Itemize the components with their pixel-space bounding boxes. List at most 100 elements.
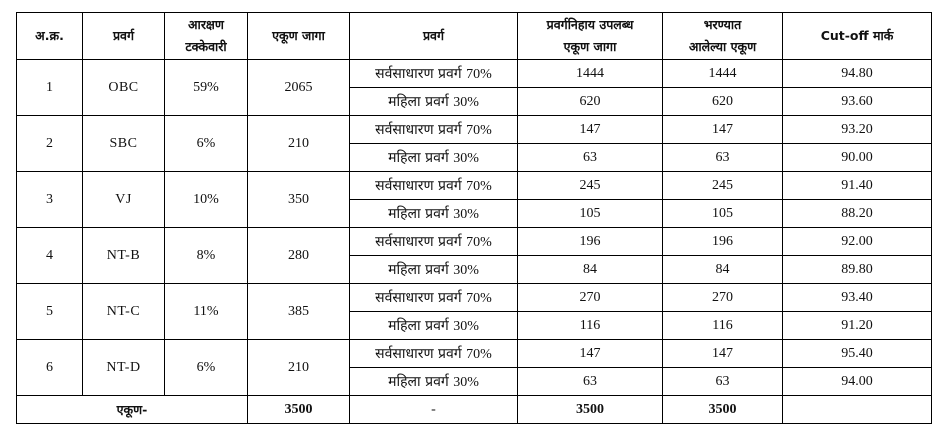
filled-cell: 147 <box>662 339 783 368</box>
sub-category-cell: महिला प्रवर्ग 30% <box>349 143 518 172</box>
filled-cell: 620 <box>662 87 783 116</box>
header-reservation: आरक्षण टक्केवारी <box>164 12 248 60</box>
cutoff-cell: 93.20 <box>782 115 932 144</box>
available-cell: 105 <box>517 199 663 228</box>
total-row: एकूण- 3500-3500 3500 <box>16 395 932 424</box>
available-cell: 1444 <box>517 59 663 88</box>
header-category: प्रवर्ग <box>82 12 165 60</box>
filled-cell: 270 <box>662 283 783 312</box>
category-cell: NT-C <box>82 283 165 340</box>
sub-category-cell: महिला प्रवर्ग 30% <box>349 367 518 396</box>
cutoff-cell: 92.00 <box>782 227 932 256</box>
filled-cell: 84 <box>662 255 783 284</box>
filled-cell: 63 <box>662 367 783 396</box>
total-available-sum: 3500 <box>517 395 663 424</box>
available-cell: 270 <box>517 283 663 312</box>
header-cutoff: Cut-off मार्क <box>782 12 932 60</box>
serial-cell: 1 <box>16 59 83 116</box>
header-total-seats: एकूण जागा <box>247 12 350 60</box>
header-row: अ.क्र. प्रवर्ग आरक्षण टक्केवारी एकूण जागा… <box>16 12 932 60</box>
table-row: महिला प्रवर्ग 30% 105 105 88.20 <box>17 199 932 228</box>
total-sub-category: - <box>349 395 518 424</box>
total-seats-cell: 210 <box>247 115 350 172</box>
total-seats-cell: 2065 <box>247 59 350 116</box>
filled-cell: 63 <box>662 143 783 172</box>
category-cell: OBC <box>82 59 165 116</box>
sub-category-cell: महिला प्रवर्ग 30% <box>349 255 518 284</box>
filled-cell: 196 <box>662 227 783 256</box>
header-sub-category: प्रवर्ग <box>349 12 518 60</box>
cutoff-results-table: अ.क्र. प्रवर्ग आरक्षण टक्केवारी एकूण जागा… <box>16 12 932 424</box>
available-cell: 147 <box>517 339 663 368</box>
total-seats-cell: 385 <box>247 283 350 340</box>
serial-cell: 6 <box>16 339 83 396</box>
filled-cell: 105 <box>662 199 783 228</box>
available-cell: 63 <box>517 143 663 172</box>
sub-category-cell: सर्वसाधारण प्रवर्ग 70% <box>349 171 518 200</box>
category-cell: NT-D <box>82 339 165 396</box>
total-seats-sum: 3500 <box>247 395 350 424</box>
serial-cell: 5 <box>16 283 83 340</box>
cutoff-cell: 91.20 <box>782 311 932 340</box>
cutoff-cell: 94.80 <box>782 59 932 88</box>
available-cell: 245 <box>517 171 663 200</box>
table-row: 6 NT-D 6% 210 सर्वसाधारण प्रवर्ग 70% 147 147 95… <box>16 339 932 396</box>
cutoff-cell: 93.40 <box>782 283 932 312</box>
category-cell: NT-B <box>82 227 165 284</box>
cutoff-cell: 89.80 <box>782 255 932 284</box>
total-seats-cell: 280 <box>247 227 350 284</box>
table-row: 4 NT-B 8% 280 सर्वसाधारण प्रवर्ग 70% 196 196 92… <box>16 227 932 284</box>
table-row: 2 SBC 6% 210 सर्वसाधारण प्रवर्ग 70% 147 147 93.… <box>16 115 932 172</box>
available-cell: 196 <box>517 227 663 256</box>
sub-category-cell: सर्वसाधारण प्रवर्ग 70% <box>349 115 518 144</box>
sub-category-cell: महिला प्रवर्ग 30% <box>349 87 518 116</box>
available-cell: 147 <box>517 115 663 144</box>
table-row: महिला प्रवर्ग 30% 63 63 94.00 <box>17 367 932 396</box>
filled-cell: 147 <box>662 115 783 144</box>
header-available-seats: प्रवर्गनिहाय उपलब्ध एकूण जागा <box>517 12 663 60</box>
cutoff-cell: 88.20 <box>782 199 932 228</box>
sub-category-cell: सर्वसाधारण प्रवर्ग 70% <box>349 59 518 88</box>
total-cutoff <box>782 395 932 424</box>
cutoff-cell: 94.00 <box>782 367 932 396</box>
table-row: 3 VJ 10% 350 सर्वसाधारण प्रवर्ग 70% 245 245 91.… <box>16 171 932 228</box>
sub-category-cell: सर्वसाधारण प्रवर्ग 70% <box>349 227 518 256</box>
cutoff-cell: 91.40 <box>782 171 932 200</box>
header-serial: अ.क्र. <box>16 12 83 60</box>
reservation-cell: 6% <box>164 115 248 172</box>
table-row: महिला प्रवर्ग 30% 84 84 89.80 <box>17 255 932 284</box>
available-cell: 620 <box>517 87 663 116</box>
reservation-cell: 59% <box>164 59 248 116</box>
reservation-cell: 6% <box>164 339 248 396</box>
header-filled-seats: भरण्यात आलेल्या एकूण <box>662 12 783 60</box>
serial-cell: 4 <box>16 227 83 284</box>
available-cell: 63 <box>517 367 663 396</box>
table-row: 1 OBC 59% 2065 सर्वसाधारण प्रवर्ग 70% 1444 144… <box>16 59 932 116</box>
category-cell: VJ <box>82 171 165 228</box>
total-seats-cell: 210 <box>247 339 350 396</box>
filled-cell: 1444 <box>662 59 783 88</box>
table-row: 5 NT-C 11% 385 सर्वसाधारण प्रवर्ग 70% 270 270 9… <box>16 283 932 340</box>
serial-cell: 3 <box>16 171 83 228</box>
total-filled-sum: 3500 <box>662 395 783 424</box>
serial-cell: 2 <box>16 115 83 172</box>
reservation-cell: 8% <box>164 227 248 284</box>
category-cell: SBC <box>82 115 165 172</box>
available-cell: 116 <box>517 311 663 340</box>
total-label: एकूण- <box>16 395 248 424</box>
available-cell: 84 <box>517 255 663 284</box>
table-row: महिला प्रवर्ग 30% 63 63 90.00 <box>17 143 932 172</box>
reservation-cell: 11% <box>164 283 248 340</box>
reservation-cell: 10% <box>164 171 248 228</box>
filled-cell: 116 <box>662 311 783 340</box>
cutoff-cell: 95.40 <box>782 339 932 368</box>
cutoff-cell: 90.00 <box>782 143 932 172</box>
sub-category-cell: सर्वसाधारण प्रवर्ग 70% <box>349 283 518 312</box>
sub-category-cell: सर्वसाधारण प्रवर्ग 70% <box>349 339 518 368</box>
filled-cell: 245 <box>662 171 783 200</box>
sub-category-cell: महिला प्रवर्ग 30% <box>349 311 518 340</box>
table-row: महिला प्रवर्ग 30% 620 620 93.60 <box>17 87 932 116</box>
total-seats-cell: 350 <box>247 171 350 228</box>
cutoff-cell: 93.60 <box>782 87 932 116</box>
sub-category-cell: महिला प्रवर्ग 30% <box>349 199 518 228</box>
